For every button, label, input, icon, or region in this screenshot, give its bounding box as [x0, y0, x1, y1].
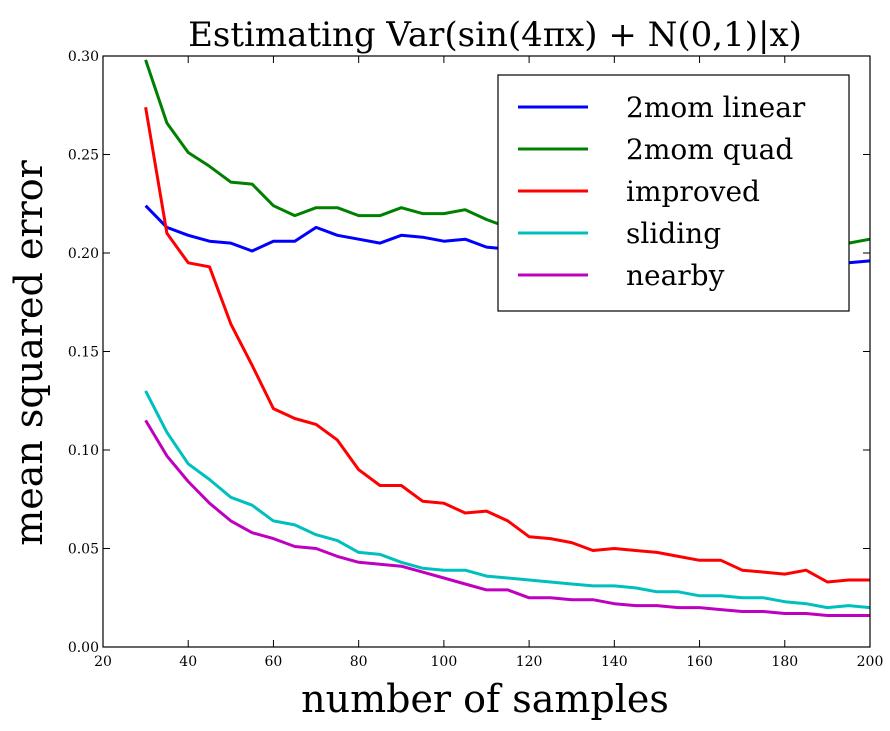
axis-ticks: 20 40 60 80 100 120 140 160 180 200 0.00 0.05 0.10 0.…	[68, 49, 884, 670]
x-tick-label: 40	[179, 654, 197, 670]
legend-label: nearby	[626, 259, 725, 292]
y-tick-label: 0.15	[68, 345, 99, 361]
x-tick-label: 80	[350, 654, 368, 670]
y-tick-label: 0.20	[68, 246, 99, 262]
x-tick-label: 100	[431, 654, 458, 670]
y-tick-label: 0.25	[68, 148, 99, 164]
series-line-improved	[144, 106, 870, 584]
x-tick-label: 200	[857, 654, 884, 670]
x-tick-label: 120	[516, 654, 543, 670]
x-tick-label: 140	[601, 654, 628, 670]
y-axis-label: mean squared error	[7, 159, 51, 545]
x-tick-label: 20	[94, 654, 112, 670]
legend-item: improved	[518, 175, 760, 208]
y-tick-label: 0.00	[68, 640, 99, 656]
legend-label: improved	[626, 175, 760, 208]
legend-box	[497, 74, 850, 312]
legend-label: 2mom linear	[626, 91, 806, 124]
x-tick-label: 160	[686, 654, 713, 670]
y-tick-label: 0.30	[68, 49, 99, 65]
x-axis-label: number of samples	[301, 677, 669, 721]
legend-item: sliding	[518, 217, 721, 250]
legend-label: sliding	[626, 217, 721, 250]
legend: 2mom linear 2mom quad improved sliding nearb…	[497, 74, 850, 312]
legend-item: nearby	[518, 259, 725, 292]
legend-item: 2mom linear	[518, 91, 806, 124]
chart-title: Estimating Var(sin(4πx) + N(0,1)|x)	[188, 15, 802, 55]
series-line-nearby	[144, 419, 870, 617]
legend-label: 2mom quad	[626, 133, 793, 166]
series-line-sliding	[144, 390, 871, 610]
legend-item: 2mom quad	[518, 133, 793, 166]
plot-frame	[102, 55, 871, 648]
x-tick-label: 60	[265, 654, 283, 670]
x-tick-label: 180	[771, 654, 798, 670]
y-tick-label: 0.10	[68, 443, 99, 459]
y-tick-label: 0.05	[68, 542, 99, 558]
